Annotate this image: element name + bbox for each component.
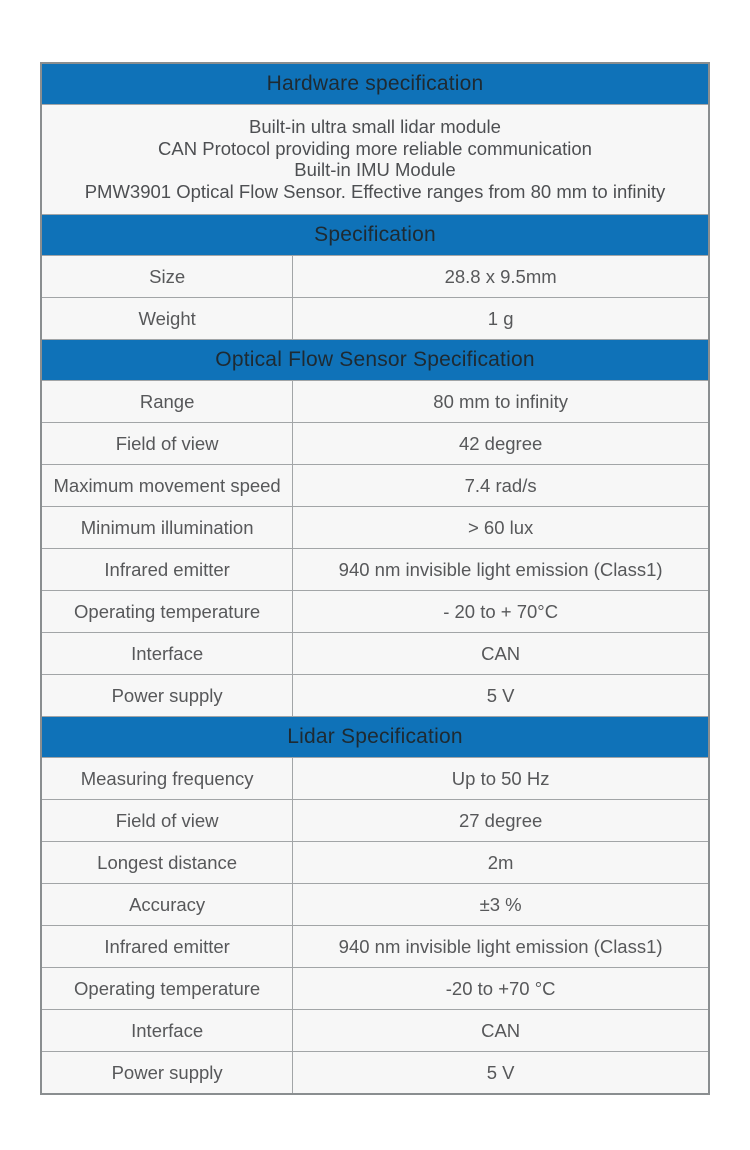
description-line: CAN Protocol providing more reliable com… [158,137,592,159]
spec-value-cell: -20 to +70 °C [292,967,710,1010]
section-header-specification: Specification [40,214,710,256]
spec-label-cell: Range [40,380,294,423]
description-line: Built-in ultra small lidar module [249,116,501,137]
spec-value-cell: CAN [292,632,710,675]
spec-label-cell: Maximum movement speed [40,464,294,507]
spec-value-cell: 27 degree [292,799,710,842]
section-header-lidar: Lidar Specification [40,716,710,758]
spec-value-cell: - 20 to + 70°C [292,590,710,633]
spec-value-cell: ±3 % [292,883,710,926]
spec-label-cell: Field of view [40,799,294,842]
table-row: Power supply 5 V [40,674,710,717]
table-row: Infrared emitter 940 nm invisible light … [40,925,710,968]
spec-label-cell: Longest distance [40,841,294,884]
spec-value-cell: 7.4 rad/s [292,464,710,507]
spec-label-cell: Minimum illumination [40,506,294,549]
spec-value-cell: 940 nm invisible light emission (Class1) [292,548,710,591]
spec-label-cell: Weight [40,297,294,340]
table-row: Operating temperature -20 to +70 °C [40,967,710,1010]
spec-label-cell: Measuring frequency [40,757,294,800]
spec-value-cell: CAN [292,1009,710,1052]
table-row: Size 28.8 x 9.5mm [40,255,710,298]
spec-label-cell: Field of view [40,422,294,465]
table-row: Maximum movement speed 7.4 rad/s [40,464,710,507]
section-title: Optical Flow Sensor Specification [40,339,710,381]
spec-label-cell: Interface [40,632,294,675]
spec-value-cell: 28.8 x 9.5mm [292,255,710,298]
spec-value-cell: 940 nm invisible light emission (Class1) [292,925,710,968]
table-row: Interface CAN [40,1009,710,1052]
spec-label-cell: Operating temperature [40,590,294,633]
table-row: Infrared emitter 940 nm invisible light … [40,548,710,591]
table-row: Field of view 42 degree [40,422,710,465]
spec-value-cell: 5 V [292,674,710,717]
spec-value-cell: > 60 lux [292,506,710,549]
description-line: PMW3901 Optical Flow Sensor. Effective r… [84,180,666,202]
section-title: Hardware specification [40,62,710,105]
spec-value-cell: 1 g [292,297,710,340]
table-row: Interface CAN [40,632,710,675]
table-row: Weight 1 g [40,297,710,340]
spec-value-cell: 80 mm to infinity [292,380,710,423]
section-title: Specification [40,214,710,256]
spec-label-cell: Power supply [40,674,294,717]
table-row: Minimum illumination > 60 lux [40,506,710,549]
table-row: Longest distance 2m [40,841,710,884]
spec-value-cell: 42 degree [292,422,710,465]
spec-label-cell: Operating temperature [40,967,294,1010]
spec-label-cell: Size [40,255,294,298]
spec-table: Hardware specification Built-in ultra sm… [40,62,710,1095]
section-header-optical-flow: Optical Flow Sensor Specification [40,339,710,381]
spec-label-cell: Infrared emitter [40,925,294,968]
table-row: Power supply 5 V [40,1051,710,1095]
hardware-description-cell: Built-in ultra small lidar module CAN Pr… [40,104,710,215]
hardware-spec-table: Hardware specification Built-in ultra sm… [40,62,710,1095]
hardware-description-row: Built-in ultra small lidar module CAN Pr… [40,104,710,215]
section-header-hardware: Hardware specification [40,62,710,105]
spec-value-cell: 5 V [292,1051,710,1095]
table-row: Measuring frequency Up to 50 Hz [40,757,710,800]
spec-value-cell: 2m [292,841,710,884]
table-row: Field of view 27 degree [40,799,710,842]
spec-value-cell: Up to 50 Hz [292,757,710,800]
description-line: Built-in IMU Module [294,159,456,180]
spec-label-cell: Infrared emitter [40,548,294,591]
table-row: Accuracy ±3 % [40,883,710,926]
spec-label-cell: Power supply [40,1051,294,1095]
table-row: Range 80 mm to infinity [40,380,710,423]
spec-label-cell: Interface [40,1009,294,1052]
table-row: Operating temperature - 20 to + 70°C [40,590,710,633]
section-title: Lidar Specification [40,716,710,758]
spec-label-cell: Accuracy [40,883,294,926]
